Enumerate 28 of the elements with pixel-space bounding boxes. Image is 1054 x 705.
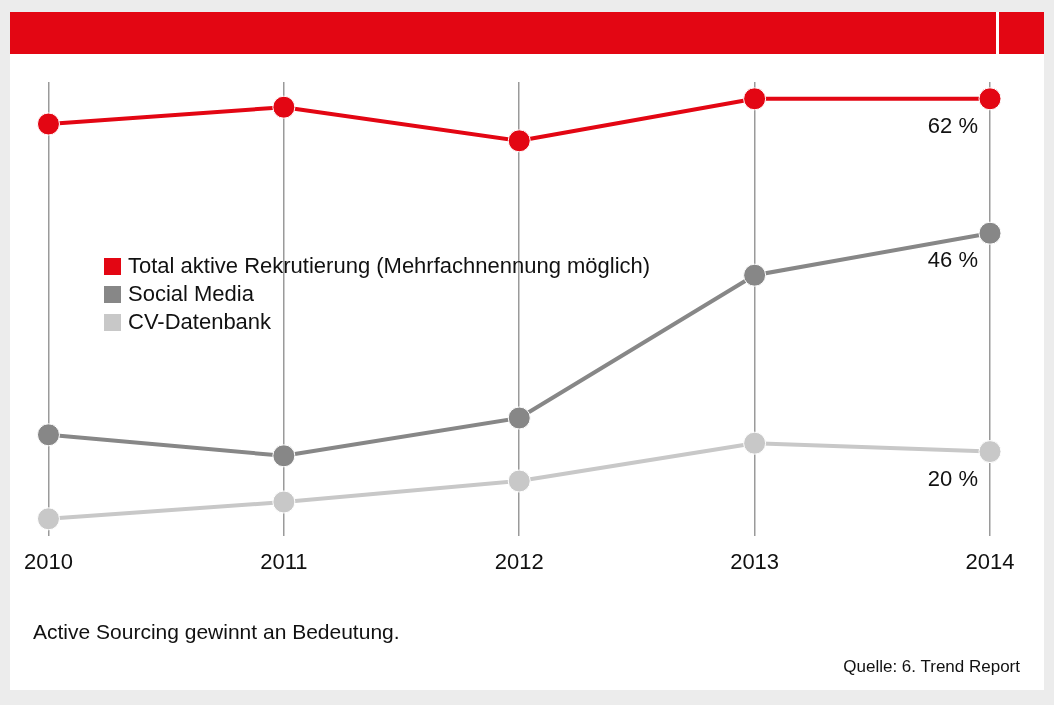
text: Active Sourcing gewinnt an Bedeutung. [33, 620, 400, 644]
data-label: 62 % [927, 112, 978, 138]
point [743, 87, 767, 111]
point [978, 440, 1002, 464]
source-note: Quelle: 6. Trend Report [843, 657, 1020, 677]
point [507, 469, 531, 493]
data-label: 46 % [927, 247, 978, 273]
point [743, 263, 767, 287]
point [272, 444, 296, 468]
point [36, 112, 60, 136]
x-tick-label: 2013 [730, 548, 780, 574]
legend-label: CV-Datenbank [128, 309, 272, 335]
point [978, 221, 1002, 245]
x-tick-label: 2010 [23, 548, 73, 574]
point [36, 507, 60, 531]
point [507, 129, 531, 153]
legend-label: Total aktive Rekrutierung (Mehrfachnennung möglich) [128, 253, 651, 279]
legend-label: Social Media [128, 281, 254, 307]
point [272, 490, 296, 514]
point [36, 423, 60, 447]
x-tick-label: 2011 [260, 548, 308, 574]
x-tick-label: 2012 [494, 548, 544, 574]
data-label: 20 % [927, 465, 978, 491]
x-tick-label: 2014 [965, 548, 1015, 574]
point [272, 95, 296, 119]
point [743, 431, 767, 455]
point [507, 406, 531, 430]
point [978, 87, 1002, 111]
